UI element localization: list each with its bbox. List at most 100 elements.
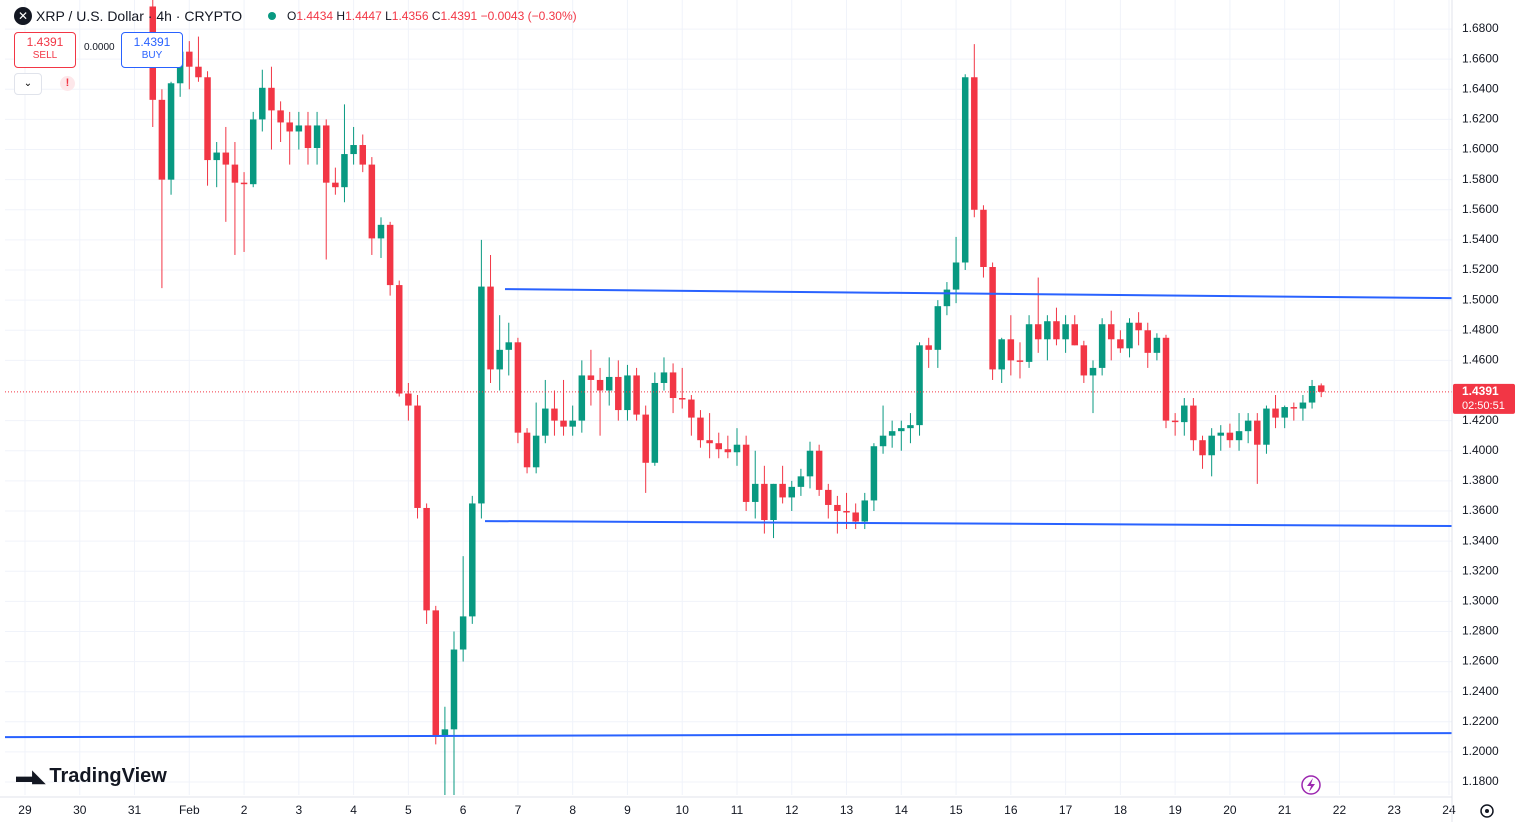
candle-body [195,66,202,78]
x-tick-label: 24 [1442,803,1456,817]
y-tick-label: 1.2400 [1462,684,1499,698]
candle-body [943,289,951,307]
candle-body [998,339,1005,370]
candle-body [322,125,330,183]
candle-body [852,512,859,522]
candle-body [834,504,841,511]
candle-body [1217,432,1225,436]
y-tick-label: 1.5000 [1462,292,1499,306]
candle-body [158,99,166,180]
candle-body [797,476,805,487]
sell-button[interactable]: 1.4391 SELL [14,32,76,68]
candle-body [1089,367,1097,376]
x-tick-label: Feb [179,803,200,817]
ohlc-label: H [336,9,346,23]
candle-body [277,110,284,123]
y-tick-label: 1.4800 [1462,322,1499,336]
candle-body [1025,324,1033,362]
candle-body [879,435,887,447]
candle-body [532,435,540,468]
x-tick-label: 13 [840,803,854,817]
x-tick-label: 3 [295,803,302,817]
y-tick-label: 1.2200 [1462,714,1499,728]
candle-body [359,145,367,165]
x-tick-label: 29 [18,803,32,817]
candle-body [1281,407,1288,418]
candle-body [1053,321,1060,340]
candle-body [624,375,631,411]
candle-body [742,444,750,502]
candle-body [1044,321,1051,340]
candle-body [304,125,312,149]
settings-icon[interactable] [1480,804,1494,818]
sell-label: SELL [32,50,58,61]
candle-body [441,729,449,737]
symbol-title: XRP / U.S. Dollar · 4h · CRYPTO [36,8,243,24]
candle-body [167,83,175,180]
candle-body [249,119,257,185]
candle-body [377,224,385,239]
candle-body [779,483,786,498]
collapse-button[interactable]: ⌄ [14,73,42,95]
candle-body [395,285,403,394]
x-tick-label: 31 [128,803,142,817]
candle-body [788,486,796,498]
logo: ▬◣ TradingView [16,765,167,788]
candle-body [551,408,558,421]
grid: 1.6800 1.6600 1.6400 1.6200 1.6000 1.5800 1.56… [5,0,1499,817]
x-tick-label: 21 [1278,803,1292,817]
candle-body [1162,337,1170,421]
candle-body [295,125,303,132]
ohlc-value: 1.4447 [345,9,382,23]
candle-body [1107,324,1115,340]
trend-line [484,520,1453,528]
y-tick-label: 1.6600 [1462,51,1499,65]
candle-body [1299,402,1307,409]
candle-body [806,450,814,477]
trend-line [4,732,1453,739]
candle-body [231,164,239,183]
candle-body [560,420,567,427]
ohlc-value: 1.4391 [440,9,478,23]
y-tick-label: 1.6800 [1462,21,1499,35]
candle-body [825,489,832,505]
spread: 0.0000 [84,42,115,53]
candle-body [971,77,978,210]
buy-button[interactable]: 1.4391 BUY [121,32,183,68]
candle-body [642,414,649,463]
x-tick-label: 14 [895,803,909,817]
y-tick-label: 1.2800 [1462,624,1499,638]
logo-mark: ▬◣ [16,766,46,786]
alert-icon[interactable]: ! [60,76,75,91]
candle-body [1208,435,1215,456]
candle-body [1190,405,1197,441]
x-tick-label: 22 [1333,803,1347,817]
flash-icon[interactable] [1301,775,1321,795]
candle-body [204,77,211,161]
candle-body [605,376,613,391]
candle-body [815,450,823,490]
x-tick-label: 11 [731,803,744,817]
candle-body [222,152,230,165]
candle-body [478,286,485,504]
candle-body [907,425,914,429]
candle-body [405,393,412,406]
candle-body [952,262,960,290]
candle-body [1016,360,1024,362]
candle-body [1098,324,1106,368]
y-tick-label: 1.4200 [1462,413,1499,427]
candle-body [1263,408,1270,445]
candle-body [1117,339,1124,349]
candle-body [386,224,394,286]
candle-body [1181,405,1188,423]
x-tick-label: 5 [405,803,412,817]
candle-body [751,483,759,502]
candle-body [469,503,476,617]
candle-body [651,382,659,463]
candle-body [432,610,440,737]
candle-body [1126,322,1133,349]
candle-body [1135,322,1142,331]
candle-body [678,398,686,400]
x-tick-label: 12 [785,803,799,817]
